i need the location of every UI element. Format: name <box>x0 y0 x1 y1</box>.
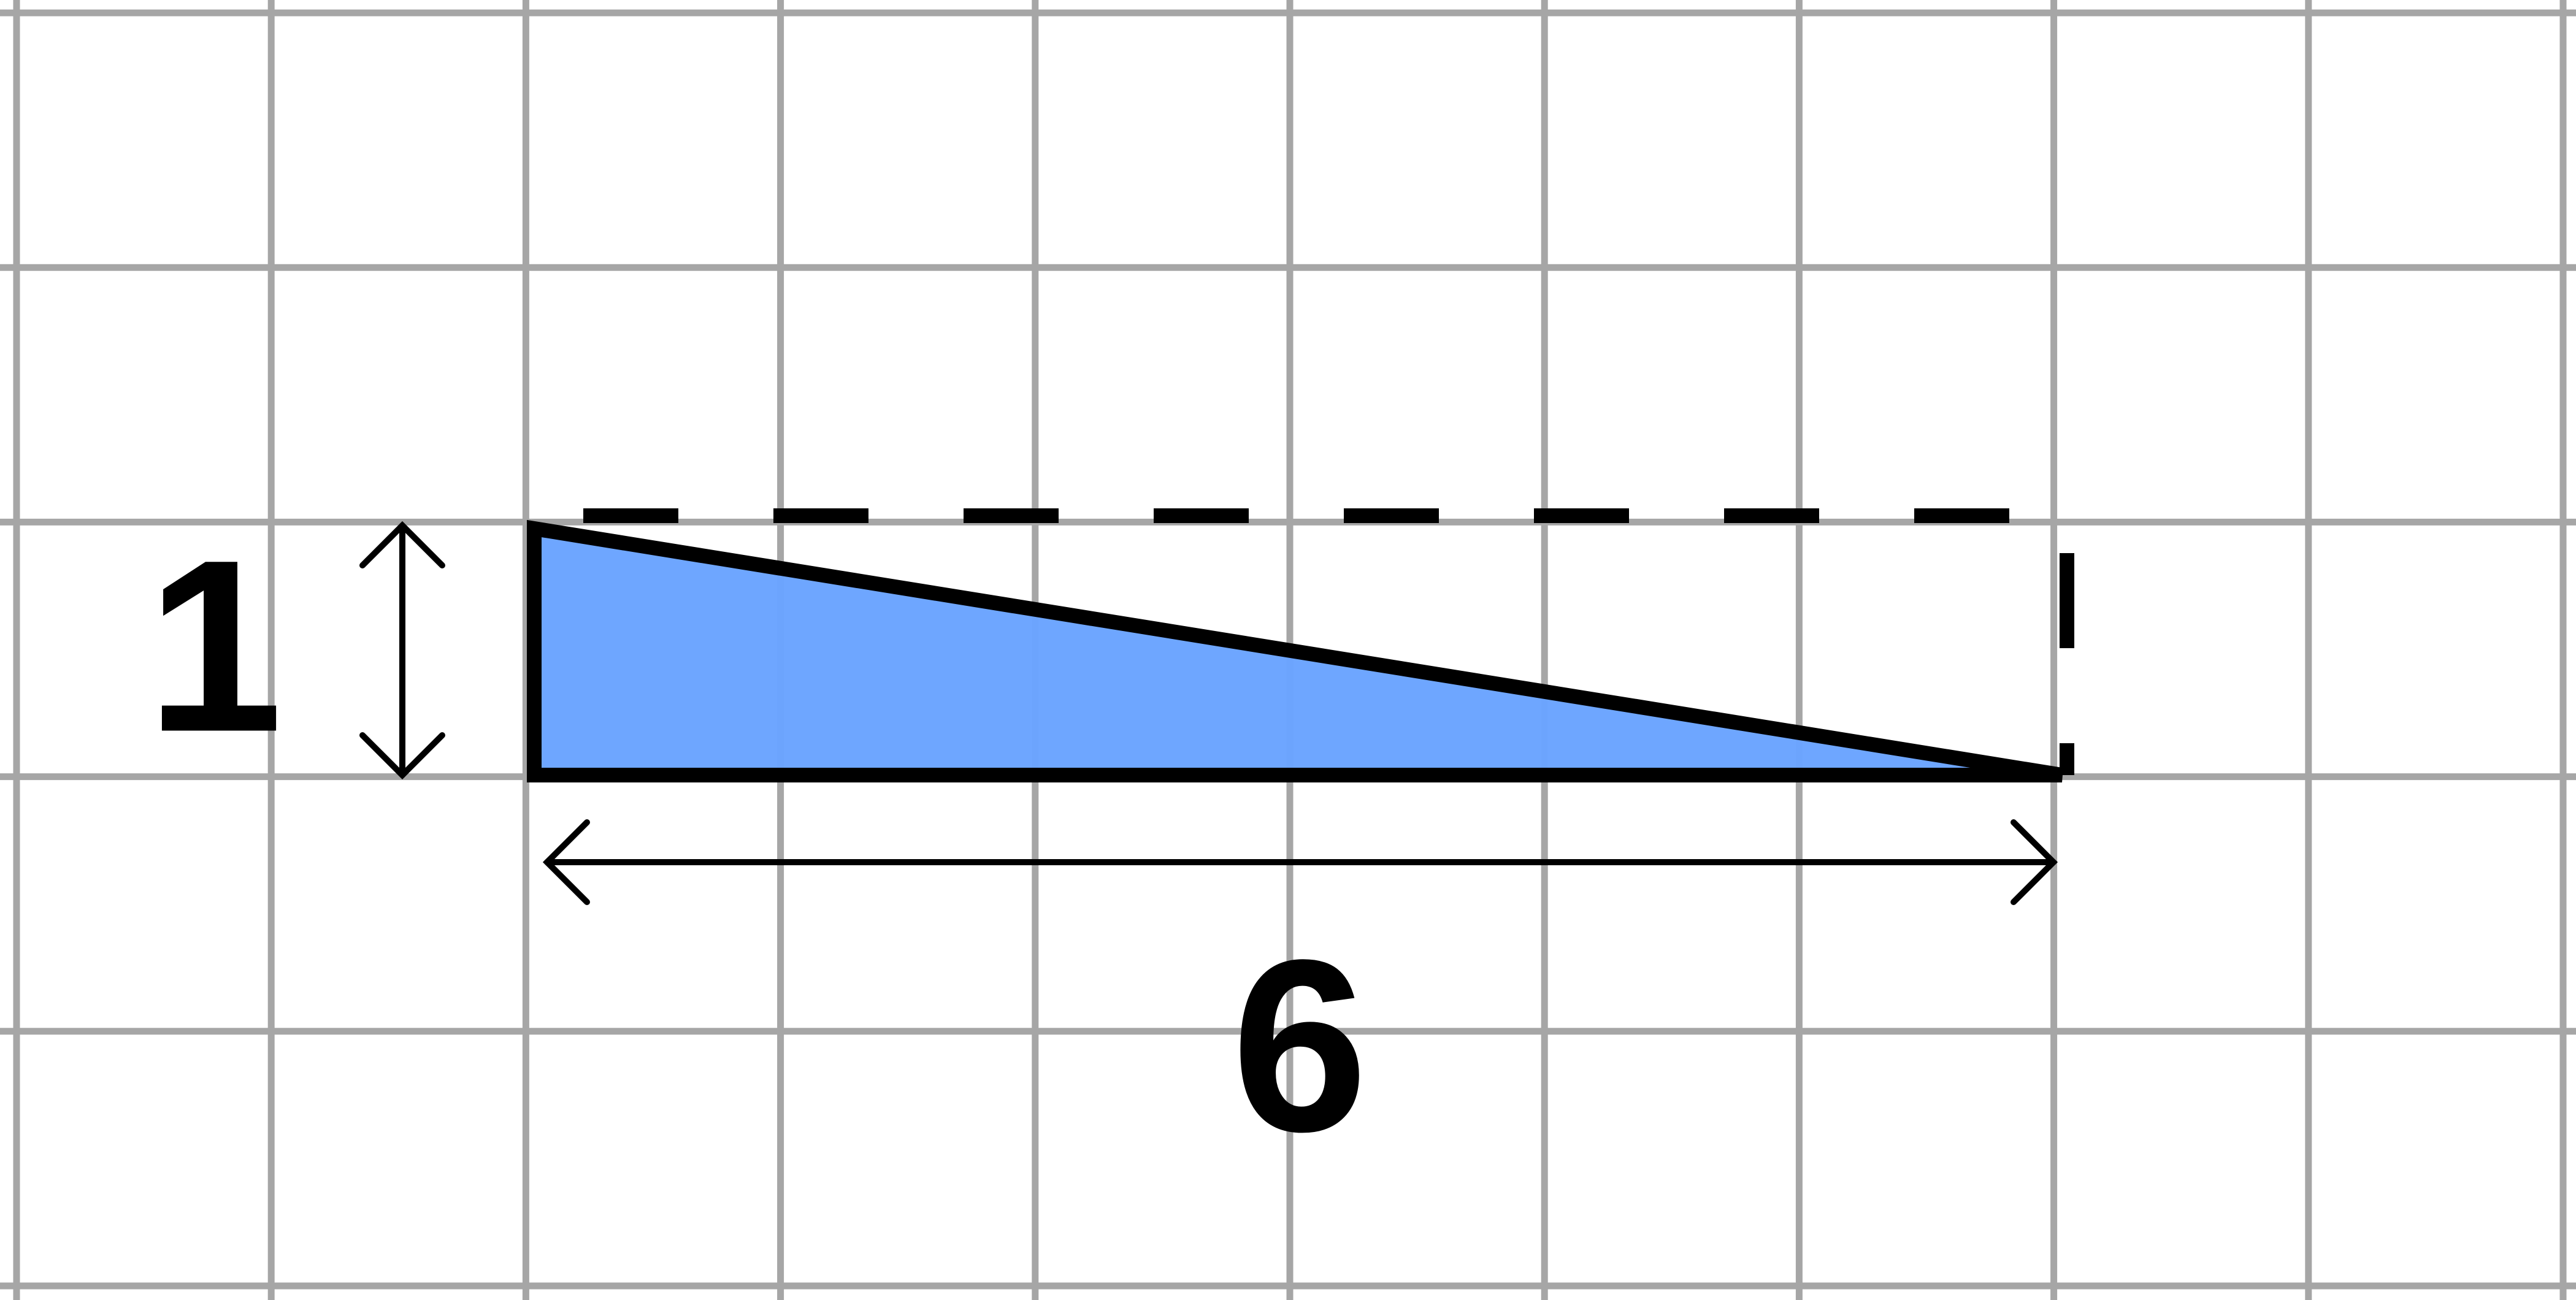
height-label: 1 <box>147 509 283 783</box>
width-dimension-arrow <box>542 819 2058 905</box>
dashed-rectangle-outline <box>534 508 2074 775</box>
width-label: 6 <box>1232 909 1368 1183</box>
height-dimension-arrow <box>359 521 445 780</box>
right-triangle <box>527 519 2063 782</box>
